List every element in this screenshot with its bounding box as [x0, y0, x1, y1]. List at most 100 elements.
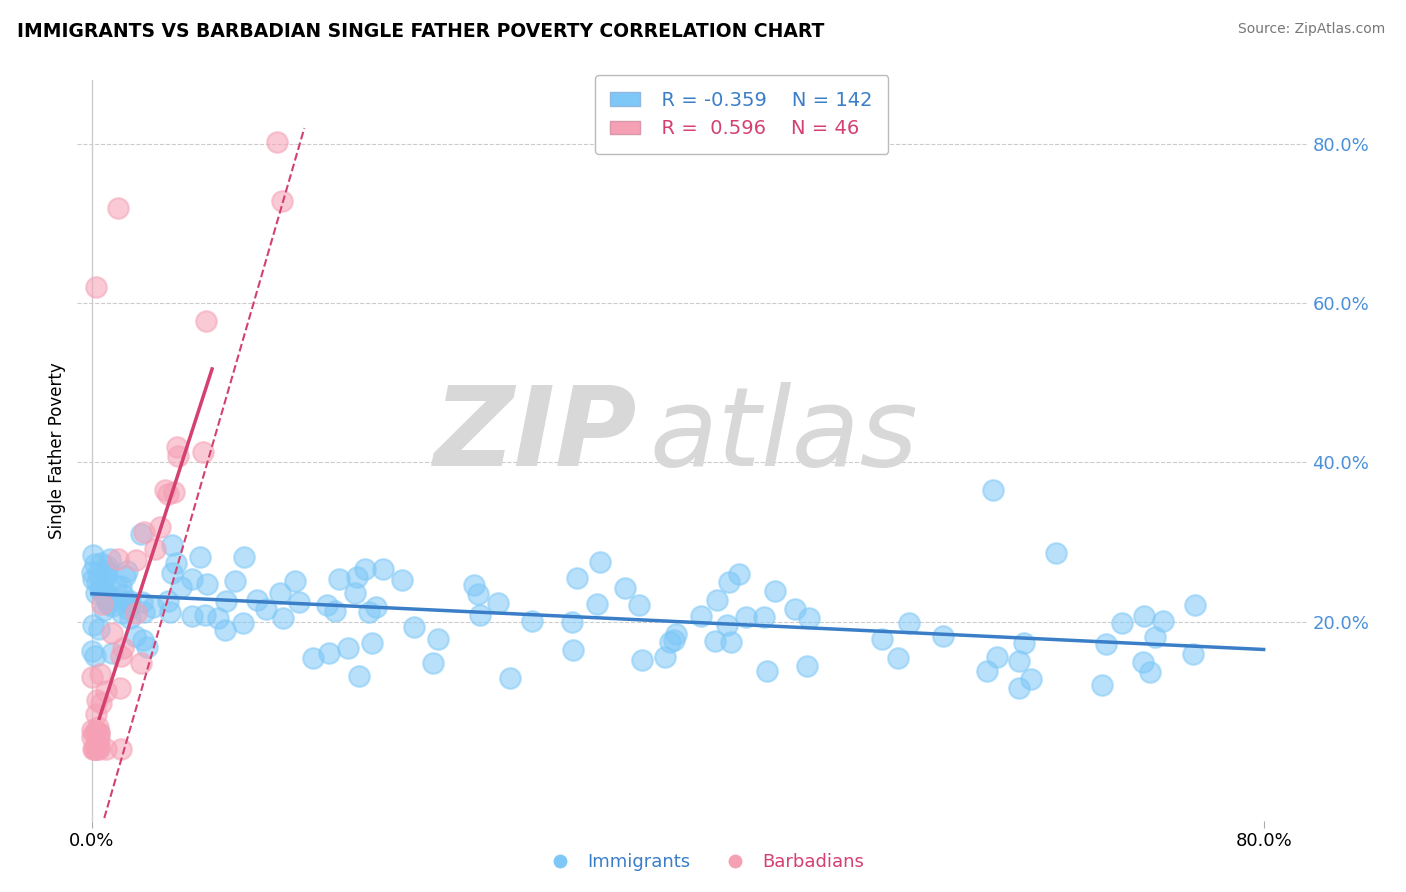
Point [80, 723, 103, 738]
Point [284, 574, 307, 588]
Point [870, 632, 893, 646]
Point [232, 615, 254, 630]
Legend:   R = -0.359    N = 142,   R =  0.596    N = 46: R = -0.359 N = 142, R = 0.596 N = 46 [595, 75, 889, 154]
Point [117, 564, 139, 578]
Point [156, 593, 179, 607]
Point [346, 570, 368, 584]
Point [194, 607, 217, 622]
Point [1019, 672, 1042, 686]
Text: IMMIGRANTS VS BARBADIAN SINGLE FATHER POVERTY CORRELATION CHART: IMMIGRANTS VS BARBADIAN SINGLE FATHER PO… [17, 22, 824, 41]
Point [207, 610, 229, 624]
Point [166, 440, 188, 454]
Point [354, 562, 377, 576]
Point [1133, 608, 1156, 623]
Point [89, 667, 111, 681]
Point [153, 483, 176, 497]
Point [129, 526, 152, 541]
Point [94, 684, 117, 698]
Legend: Immigrants, Barbadians: Immigrants, Barbadians [534, 847, 872, 879]
Point [785, 602, 807, 616]
Point [1132, 655, 1154, 669]
Point [1012, 635, 1035, 649]
Point [664, 627, 686, 641]
Point [613, 581, 636, 595]
Point [80, 670, 103, 684]
Point [755, 664, 778, 678]
Point [86, 693, 108, 707]
Point [627, 598, 650, 612]
Point [96, 594, 118, 608]
Point [246, 592, 269, 607]
Point [97, 591, 120, 606]
Point [157, 487, 180, 501]
Point [163, 485, 186, 500]
Point [402, 620, 425, 634]
Point [82, 730, 104, 744]
Point [467, 587, 489, 601]
Point [1045, 546, 1067, 560]
Point [704, 633, 727, 648]
Point [887, 651, 910, 665]
Point [1090, 678, 1112, 692]
Point [318, 646, 340, 660]
Point [463, 577, 485, 591]
Point [90, 557, 112, 571]
Point [110, 742, 132, 756]
Point [1184, 599, 1206, 613]
Point [270, 194, 292, 209]
Point [654, 650, 676, 665]
Point [316, 599, 339, 613]
Point [129, 656, 152, 670]
Point [194, 314, 217, 328]
Point [631, 653, 654, 667]
Point [190, 549, 212, 564]
Point [107, 552, 129, 566]
Point [170, 580, 193, 594]
Point [82, 565, 104, 579]
Point [132, 605, 155, 619]
Point [233, 549, 256, 564]
Y-axis label: Single Father Poverty: Single Father Poverty [48, 362, 66, 539]
Point [98, 552, 121, 566]
Point [84, 558, 107, 572]
Point [499, 671, 522, 685]
Point [110, 579, 132, 593]
Point [89, 726, 111, 740]
Point [589, 555, 612, 569]
Point [143, 542, 166, 557]
Text: Source: ZipAtlas.com: Source: ZipAtlas.com [1237, 22, 1385, 37]
Point [93, 584, 115, 599]
Point [132, 524, 155, 539]
Point [96, 559, 118, 574]
Point [763, 583, 786, 598]
Point [180, 573, 202, 587]
Point [302, 650, 325, 665]
Point [91, 586, 114, 600]
Point [981, 483, 1004, 498]
Point [486, 596, 509, 610]
Point [167, 449, 190, 463]
Point [84, 742, 107, 756]
Point [716, 618, 738, 632]
Point [160, 566, 183, 580]
Point [125, 552, 148, 566]
Point [84, 586, 107, 600]
Point [357, 605, 380, 619]
Point [728, 566, 751, 581]
Point [86, 742, 108, 756]
Point [100, 625, 122, 640]
Text: atlas: atlas [650, 382, 918, 489]
Point [83, 648, 105, 663]
Point [86, 574, 108, 589]
Point [1111, 616, 1133, 631]
Point [93, 603, 115, 617]
Point [82, 644, 104, 658]
Point [107, 201, 129, 215]
Point [120, 594, 142, 608]
Point [86, 280, 108, 294]
Point [90, 597, 112, 611]
Point [89, 622, 111, 636]
Point [561, 615, 583, 629]
Point [468, 607, 491, 622]
Point [366, 600, 388, 615]
